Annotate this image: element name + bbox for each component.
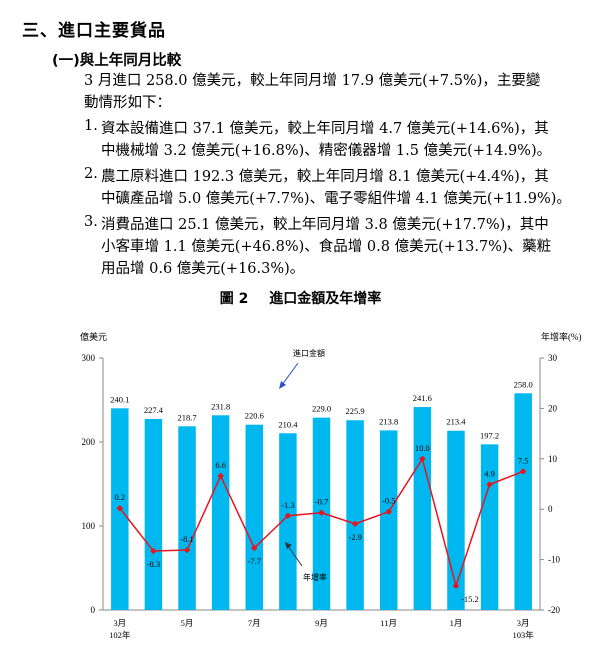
growth-point: [419, 455, 426, 462]
bar-value-label: 229.0: [312, 404, 331, 414]
figure-number: 圖 2: [219, 291, 249, 307]
growth-value-label: -15.2: [461, 594, 479, 604]
growth-value-label: -7.7: [248, 556, 261, 566]
bar: [379, 430, 398, 610]
bar-annotation-arrowhead: [279, 381, 286, 389]
bar-value-label: 197.2: [480, 430, 499, 440]
x-tick-label: 11月: [380, 618, 397, 628]
line-annotation-arrow: [287, 545, 303, 567]
bar-value-label: 213.4: [446, 417, 466, 427]
x-tick-label: 5月: [181, 618, 194, 628]
growth-value-label: 7.5: [518, 455, 529, 465]
right-axis-label: 年增率(%): [541, 331, 582, 342]
bar-value-label: 220.6: [245, 411, 264, 421]
bar: [480, 444, 499, 610]
growth-point: [452, 582, 460, 590]
growth-point: [486, 481, 493, 488]
left-tick-label: 0: [91, 605, 96, 615]
growth-value-label: -0.5: [382, 496, 395, 506]
right-tick-label: 30: [548, 353, 558, 363]
bar: [211, 415, 230, 610]
growth-value-label: 6.6: [215, 460, 226, 470]
bar-value-label: 240.1: [110, 394, 129, 404]
growth-point: [519, 468, 527, 475]
x-tick-label: 9月: [315, 618, 328, 628]
growth-point: [385, 508, 392, 515]
x-tick-label: 3月: [113, 618, 126, 628]
growth-value-label: -8.1: [180, 534, 193, 544]
growth-point: [351, 520, 359, 528]
bar-value-label: 241.6: [413, 393, 432, 403]
bar-value-label: 258.0: [514, 379, 533, 389]
bar-annotation-arrow: [281, 362, 299, 386]
section-heading: 三、進口主要貨品: [22, 21, 166, 41]
right-tick-label: 10: [548, 454, 558, 464]
bar: [346, 420, 364, 610]
figure-caption: 進口金額及年增率: [269, 291, 382, 307]
item-line: 小客車增 1.1 億美元(+46.8%)、食品增 0.8 億美元(+13.7%)…: [101, 239, 552, 255]
bar-value-label: 227.4: [144, 405, 164, 415]
line-series-annotation: 年增率: [303, 572, 327, 582]
bar-value-label: 213.8: [379, 416, 398, 426]
right-tick-label: -10: [548, 555, 560, 565]
subsection-heading: (一)與上年同月比較: [52, 53, 182, 69]
item-line: 中機械增 3.2 億美元(+16.8%)、精密儀器增 1.5 億美元(+14.9…: [101, 143, 552, 159]
growth-value-label: -0.7: [315, 497, 328, 507]
left-tick-label: 200: [82, 437, 96, 447]
bar: [245, 424, 264, 610]
intro-line-2: 動情形如下：: [84, 95, 171, 111]
bar-value-label: 218.7: [177, 412, 196, 422]
left-axis-label: 億美元: [80, 331, 107, 342]
bar-value-label: 210.4: [278, 419, 298, 429]
item-number: 1.: [84, 118, 98, 134]
bar-value-label: 225.9: [346, 406, 365, 416]
growth-point: [217, 472, 224, 480]
bar: [447, 430, 465, 610]
growth-value-label: 4.9: [484, 469, 495, 479]
intro-line-1: 3 月進口 258.0 億美元，較上年同月增 17.9 億美元(+7.5%)，主…: [84, 73, 541, 89]
item-line: 中礦產品增 5.0 億美元(+7.7%)、電子零組件增 4.1 億美元(+11.…: [101, 191, 571, 207]
line-annotation-arrowhead: [285, 542, 292, 549]
bar: [514, 393, 532, 610]
x-year-label: 103年: [513, 630, 535, 640]
right-tick-label: 0: [548, 504, 553, 514]
bar: [413, 407, 432, 610]
growth-point: [183, 546, 191, 554]
right-tick-label: 20: [548, 403, 558, 413]
item-number: 2.: [84, 166, 98, 182]
bar-series-annotation: 進口金額: [293, 348, 325, 358]
item-line: 用品增 0.6 億美元(+16.3%)。: [101, 261, 305, 277]
growth-value-label: 0.2: [114, 492, 125, 502]
growth-point: [251, 544, 258, 552]
item-line: 農工原料進口 192.3 億美元，較上年同月增 8.1 億美元(+4.4%)，其: [101, 169, 549, 185]
right-tick-label: -20: [548, 605, 560, 615]
x-tick-label: 3月: [517, 618, 530, 628]
growth-value-label: -2.9: [348, 532, 361, 542]
item-line: 消費品進口 25.1 億美元，較上年同月增 3.8 億美元(+17.7%)，其中: [101, 217, 549, 233]
bar-value-label: 231.8: [211, 401, 230, 411]
growth-value-label: -1.3: [281, 500, 294, 510]
left-tick-label: 300: [82, 353, 96, 363]
figure-title: 圖 2 進口金額及年增率: [0, 288, 601, 308]
growth-point: [116, 504, 124, 512]
bar: [178, 426, 196, 610]
bar: [144, 418, 163, 610]
bar: [279, 433, 297, 610]
x-year-label: 102年: [109, 630, 131, 640]
growth-value-label: -8.3: [147, 559, 160, 569]
growth-point: [284, 512, 292, 519]
item-number: 3.: [84, 214, 98, 230]
x-tick-label: 7月: [248, 618, 261, 628]
growth-point: [318, 509, 325, 516]
x-tick-label: 1月: [450, 618, 463, 628]
growth-value-label: 10.0: [415, 443, 430, 453]
item-line: 資本設備進口 37.1 億美元，較上年同月增 4.7 億美元(+14.6%)，其: [101, 121, 549, 137]
growth-point: [150, 547, 157, 555]
left-tick-label: 100: [82, 521, 96, 531]
